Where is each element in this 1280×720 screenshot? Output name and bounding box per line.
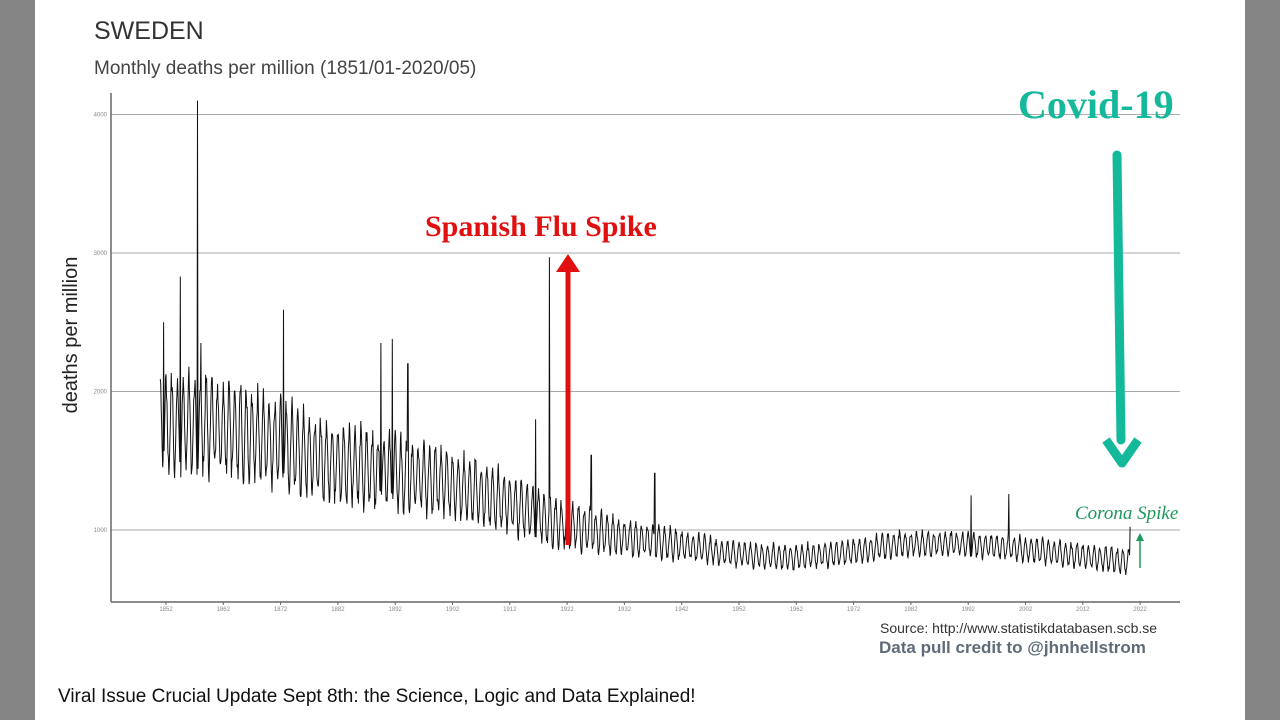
y-tick-label: 2000 xyxy=(94,390,108,396)
x-tick-label: 1992 xyxy=(962,607,976,613)
covid-arrow xyxy=(1112,150,1126,445)
x-tick-label: 1952 xyxy=(732,607,746,613)
x-tick-label: 1912 xyxy=(503,607,517,613)
x-tick-label: 2012 xyxy=(1076,607,1090,613)
series-line xyxy=(159,100,1131,576)
x-tick-label: 1892 xyxy=(389,607,403,613)
y-tick-label: 3000 xyxy=(94,251,108,257)
x-tick-label: 1962 xyxy=(790,607,804,613)
x-tick-label: 1872 xyxy=(274,607,288,613)
x-tick-label: 1902 xyxy=(446,607,460,613)
corona-spike-annotation: Corona Spike xyxy=(1075,503,1178,524)
covid-annotation: Covid-19 xyxy=(1018,82,1174,127)
covid-arrowhead xyxy=(1102,437,1142,468)
x-tick-label: 1922 xyxy=(560,607,574,613)
chart-subtitle: Monthly deaths per million (1851/01-2020… xyxy=(94,58,477,79)
spanish-flu-arrowhead xyxy=(556,254,580,272)
chart-title: SWEDEN xyxy=(94,17,204,45)
left-letterbox xyxy=(0,0,35,720)
y-tick-label: 1000 xyxy=(94,528,108,534)
x-tick-label: 1982 xyxy=(904,607,918,613)
video-caption: Viral Issue Crucial Update Sept 8th: the… xyxy=(58,686,696,707)
x-tick-label: 1942 xyxy=(675,607,689,613)
x-tick-label: 2002 xyxy=(1019,607,1033,613)
credit-text: Data pull credit to @jhnhellstrom xyxy=(879,638,1146,657)
x-tick-label: 1862 xyxy=(217,607,231,613)
x-tick-label: 1932 xyxy=(618,607,632,613)
x-tick-label: 1972 xyxy=(847,607,861,613)
right-letterbox xyxy=(1245,0,1280,720)
x-tick-label: 2022 xyxy=(1133,607,1147,613)
y-axis-label: deaths per million xyxy=(60,257,82,414)
spanish-flu-annotation: Spanish Flu Spike xyxy=(425,210,657,243)
x-tick-label: 1852 xyxy=(159,607,173,613)
source-text: Source: http://www.statistikdatabasen.sc… xyxy=(880,620,1158,636)
y-tick-label: 4000 xyxy=(94,113,108,119)
corona-arrowhead xyxy=(1136,533,1144,541)
x-tick-label: 1882 xyxy=(331,607,345,613)
